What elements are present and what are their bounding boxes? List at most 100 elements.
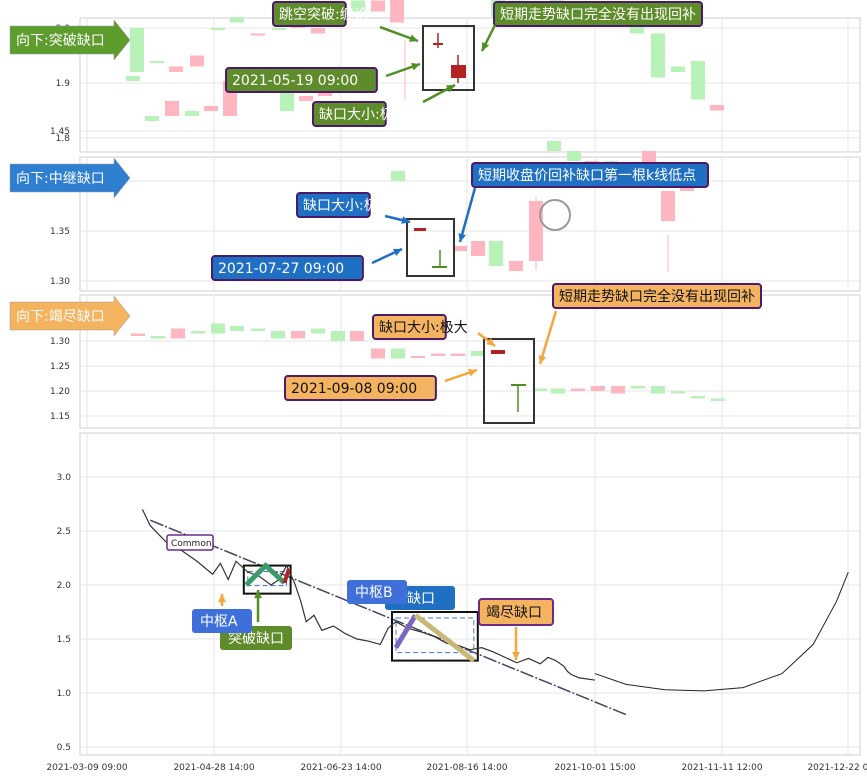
candle	[710, 105, 724, 111]
candle	[651, 33, 665, 78]
candle	[631, 386, 645, 389]
y-tick-label: 1.30	[50, 337, 70, 347]
candle	[711, 398, 725, 401]
candle	[533, 388, 547, 391]
candle	[371, 0, 385, 12]
tag-arrow-shape	[9, 19, 131, 61]
x-tick-label: 2021-10-01 15:00	[554, 763, 635, 773]
panel-frame	[79, 17, 861, 153]
main-price-chart: 0.5 1.0 1.5 2.0 2.5 3.0 2021-03-09 09:00 2021-0…	[46, 432, 867, 773]
x-tick-label: 2021-11-11 12:00	[681, 763, 762, 773]
arrow-head	[538, 355, 547, 364]
annotation-text: 短期走势缺口完全没有出现回补	[500, 6, 696, 23]
zhongshu-b-box	[391, 611, 479, 662]
candle	[611, 386, 625, 394]
annotation-box	[471, 162, 709, 188]
arrow-head	[482, 42, 490, 51]
candle	[230, 326, 244, 331]
exhaustion-gap-label: 竭尽缺口	[486, 605, 542, 621]
annotation-box	[312, 101, 387, 127]
panel-1: 1.81.92.02.12.2	[56, 0, 861, 153]
annotation-size: 缺口大小:极大	[372, 314, 468, 340]
y-tick-label: 1.9	[56, 79, 71, 89]
candle	[299, 96, 313, 101]
candle	[661, 191, 675, 221]
candle	[130, 28, 144, 72]
annotation-text: 缺口大小:极大	[379, 320, 468, 336]
tag-runaway-gap: 向下:中继缺口	[9, 157, 131, 199]
annotation-text: 2021-09-08 09:00	[291, 381, 417, 397]
candle	[311, 328, 325, 334]
annotation-date: 2021-05-19 09:00	[225, 67, 378, 93]
candle	[671, 391, 685, 394]
annotation-text: 2021-07-27 09:00	[218, 261, 344, 277]
arrow-head	[401, 216, 410, 224]
candle	[169, 66, 183, 72]
candle	[691, 61, 705, 100]
x-tick-label: 2021-12-22 09:00	[807, 763, 867, 773]
annotation-box	[211, 255, 364, 281]
candle	[230, 17, 244, 23]
candle	[471, 351, 485, 356]
candle	[547, 141, 561, 151]
candle	[591, 386, 605, 391]
zhongshu-b-label: 中枢B	[355, 585, 393, 601]
annotation-box	[552, 283, 762, 309]
candle	[271, 331, 285, 339]
y-tick-label: 1.35	[50, 227, 70, 237]
annotation-box	[493, 1, 703, 27]
candle	[453, 246, 467, 251]
gap-candle	[511, 384, 526, 386]
fill-marker-circle	[539, 199, 571, 231]
price-line	[141, 509, 595, 681]
annotation-text: 缺口大小:极大	[303, 198, 392, 214]
candle	[191, 331, 205, 334]
candle	[185, 111, 199, 116]
arrow	[458, 187, 477, 243]
annotation-text: 短期收盘价回补缺口第一根k线低点	[478, 167, 696, 184]
arrow-head	[458, 233, 466, 242]
y-tick-label: 1.45	[50, 127, 70, 137]
candle	[251, 33, 265, 36]
candle	[311, 28, 325, 34]
annotation-date: 2021-07-27 09:00	[211, 255, 364, 281]
candle	[171, 328, 185, 339]
y-tick-label: 1.5	[57, 635, 71, 645]
arrow-head	[218, 594, 226, 603]
annotation-text: 缺口大小:极大	[319, 107, 408, 123]
candle	[431, 353, 445, 356]
annotation-box	[372, 314, 447, 340]
arrow-head	[409, 34, 418, 42]
annotation-unfilled: 短期走势缺口完全没有出现回补	[493, 1, 703, 27]
candle	[509, 261, 523, 271]
annotation-chanlun: 跳空突破:缠论	[272, 1, 368, 27]
candle	[391, 348, 405, 359]
annotation-box	[225, 67, 378, 93]
candle	[251, 328, 265, 331]
annotation-unfilled: 短期走势缺口完全没有出现回补	[552, 283, 762, 309]
candle	[145, 116, 159, 121]
trend-line	[149, 519, 627, 716]
panel-3: 1.15 1.20 1.25 1.30	[50, 294, 861, 429]
x-tick-label: 2021-06-23 14:00	[300, 763, 381, 773]
tag-label: 向下:中继缺口	[16, 171, 105, 187]
annotation-text: 短期走势缺口完全没有出现回补	[559, 288, 755, 305]
candle	[651, 386, 665, 394]
y-tick-label: 2.5	[57, 527, 71, 537]
tag-breakaway-gap: 向下:突破缺口	[9, 19, 131, 61]
zhongshu-b-label-box	[347, 580, 407, 604]
candle	[280, 91, 294, 111]
gap-candle	[414, 228, 426, 231]
candle	[131, 333, 145, 336]
arrow-head	[468, 368, 477, 377]
candle	[489, 241, 503, 266]
candle	[567, 151, 581, 161]
panel-2: 1.301.351.401.45	[50, 76, 861, 292]
y-tick-label: 1.30	[50, 277, 70, 287]
zhongshu-a-box-inner	[247, 571, 288, 587]
y-tick-label: 1.15	[50, 412, 70, 422]
candle	[471, 241, 485, 256]
candle	[165, 101, 179, 116]
